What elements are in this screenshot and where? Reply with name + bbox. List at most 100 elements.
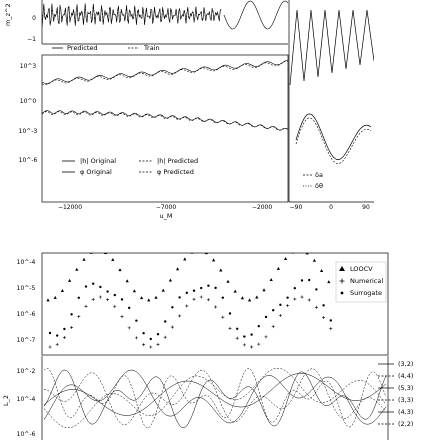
- loocv-point: [312, 258, 316, 262]
- series-line: [42, 3, 222, 28]
- dot-marker-icon: [340, 291, 344, 295]
- numerical-point: [98, 295, 102, 299]
- panel-middle-left: 10^3 10^0 10^-3 10^-6 −12000 −7000 −2000…: [19, 54, 289, 220]
- surrogate-point: [221, 296, 224, 299]
- surrogate-point: [315, 288, 318, 291]
- ytick: 10^-6: [17, 311, 36, 318]
- numerical-point: [70, 325, 74, 329]
- surrogate-point: [171, 306, 174, 309]
- legend-label: δa: [315, 171, 323, 179]
- legend-label: (4,4): [398, 372, 413, 380]
- surrogate-point: [286, 296, 289, 299]
- ytick: 10^3: [20, 63, 37, 70]
- loocv-point: [183, 257, 187, 261]
- ytick: 10^-6: [17, 431, 36, 438]
- loocv-point: [46, 298, 50, 302]
- legend-label: Predicted: [67, 44, 98, 52]
- numerical-point: [314, 305, 318, 309]
- loocv-point: [132, 289, 136, 293]
- loocv-point: [53, 295, 57, 299]
- series-line: [43, 369, 387, 425]
- numerical-point: [55, 343, 59, 347]
- legend-label: Surrogate: [350, 289, 382, 297]
- loocv-point: [219, 268, 223, 272]
- panel-top-left: m_z^2 0 −1 Predicted Train: [4, 0, 288, 52]
- triangle-marker-icon: [339, 266, 345, 271]
- legend-box: [335, 261, 387, 303]
- legend-label: (3,3): [398, 396, 413, 404]
- loocv-point: [97, 248, 100, 251]
- plot-frame: [41, 252, 389, 356]
- ylabel: m_z^2: [4, 3, 12, 26]
- numerical-point: [48, 345, 52, 349]
- loocv-point: [255, 295, 259, 299]
- numerical-point: [120, 315, 124, 319]
- loocv-point: [82, 257, 86, 261]
- numerical-point: [170, 325, 174, 329]
- ytick: 10^-3: [19, 128, 38, 135]
- numerical-point: [156, 342, 160, 346]
- ytick: 10^-4: [17, 259, 36, 266]
- series-line: [42, 60, 288, 86]
- series-line: [42, 111, 288, 131]
- surrogate-point: [279, 303, 282, 307]
- loocv-point: [204, 253, 208, 255]
- loocv-point: [118, 268, 122, 272]
- surrogate-point: [70, 313, 73, 316]
- surrogate-point: [272, 309, 275, 312]
- legend-label: (2,2): [398, 420, 413, 428]
- plot-frame: [41, 54, 289, 203]
- ytick: 10^-2: [17, 368, 36, 375]
- series-line: [223, 0, 288, 30]
- surrogate-point: [113, 293, 117, 297]
- surrogate-point: [192, 289, 196, 292]
- loocv-point: [60, 288, 64, 292]
- legend-label: (3,2): [398, 360, 413, 368]
- series-line: [43, 369, 387, 429]
- legend-label: LOOCV: [350, 265, 373, 273]
- numerical-point: [62, 336, 66, 340]
- surrogate-point: [308, 278, 311, 282]
- loocv-point: [226, 279, 230, 283]
- numerical-point: [185, 304, 189, 308]
- numerical-point: [228, 326, 232, 330]
- loocv-point: [104, 253, 108, 254]
- ytick: 10^0: [20, 98, 37, 105]
- loocv-point: [233, 289, 237, 293]
- series-line: [289, 9, 374, 86]
- surrogate-point: [228, 312, 232, 315]
- series-line: [42, 110, 288, 131]
- loocv-point: [125, 279, 129, 283]
- legend-label: Train: [143, 44, 160, 52]
- ytick: −1: [27, 36, 36, 43]
- loocv-point: [276, 266, 280, 270]
- surrogate-point: [142, 332, 145, 335]
- legend: δa δθ: [303, 171, 323, 190]
- numerical-point: [264, 335, 268, 339]
- ytick: 0: [32, 15, 36, 22]
- numerical-point: [192, 297, 196, 301]
- ylabel: L_2: [2, 395, 10, 406]
- loocv-point: [190, 253, 194, 254]
- loocv-point: [327, 280, 331, 284]
- xtick: 90: [362, 204, 370, 211]
- surrogate-point: [250, 333, 253, 336]
- loocv-point: [320, 268, 324, 272]
- surrogate-point: [293, 287, 296, 290]
- surrogate-point: [135, 319, 138, 322]
- numerical-point: [242, 343, 246, 347]
- loocv-point: [161, 288, 165, 292]
- surrogate-point: [149, 337, 152, 341]
- loocv-point: [298, 248, 301, 251]
- numerical-point: [250, 345, 254, 349]
- numerical-point: [286, 304, 290, 308]
- numerical-point: [214, 305, 218, 309]
- surrogate-point: [200, 286, 203, 290]
- surrogate-point: [99, 285, 102, 289]
- series-line: [43, 367, 387, 429]
- numerical-point: [149, 345, 153, 349]
- legend: (3,2) (4,4) (5,3) (3,3) (4,3) (2,2): [378, 360, 413, 428]
- loocv-point: [154, 295, 158, 299]
- legend-label: φ Original: [80, 168, 112, 176]
